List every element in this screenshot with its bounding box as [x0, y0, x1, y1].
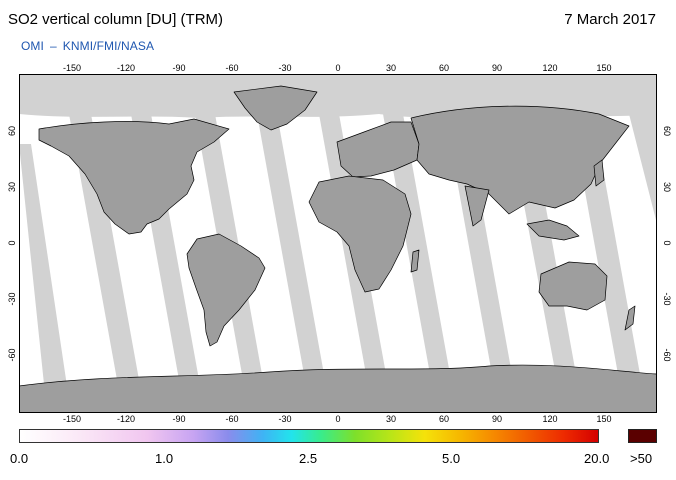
- map-date: 7 March 2017: [564, 11, 656, 28]
- swath-band: [69, 114, 145, 413]
- land-antarctica: [19, 364, 657, 413]
- lon-tick-top: -60: [225, 63, 239, 73]
- land-africa: [308, 175, 412, 293]
- swath-band: [383, 114, 457, 413]
- color-scale-label: 20.0: [584, 451, 610, 466]
- land-north-america: [38, 118, 230, 235]
- land-japan: [593, 159, 605, 187]
- land-maritime-asia: [526, 219, 580, 241]
- lat-tick-right: 60: [662, 125, 672, 136]
- land-indian-subcontinent: [464, 185, 490, 227]
- land-masses: [19, 85, 657, 413]
- color-scale-overflow-box: [628, 429, 657, 443]
- data-source-instrument: OMI: [21, 39, 44, 53]
- lon-tick-bottom: -60: [225, 414, 239, 424]
- lat-tick-right: -60: [662, 348, 672, 362]
- swath-band: [445, 114, 519, 413]
- lat-tick-left: -30: [7, 292, 17, 306]
- swath-band: [19, 144, 71, 413]
- so2-map: [19, 74, 657, 413]
- land-greenland: [233, 85, 318, 131]
- lon-tick-top: -30: [278, 63, 292, 73]
- lon-tick-top: -120: [116, 63, 136, 73]
- color-scale-bar: [19, 429, 599, 443]
- color-scale-label: 0.0: [10, 451, 29, 466]
- color-scale-overflow-label: >50: [630, 451, 653, 466]
- lon-tick-top: -150: [62, 63, 82, 73]
- swath-band: [629, 114, 657, 224]
- data-source: OMI – KNMI/FMI/NASA: [21, 39, 154, 53]
- swath-band: [257, 114, 331, 413]
- lon-tick-bottom: 90: [491, 414, 503, 424]
- lat-tick-right: 30: [662, 181, 672, 192]
- lat-tick-right: -30: [662, 292, 672, 306]
- land-madagascar: [410, 249, 420, 273]
- color-scale-label: 2.5: [299, 451, 318, 466]
- lon-tick-bottom: -30: [278, 414, 292, 424]
- land-south-america: [186, 233, 266, 347]
- lon-tick-top: 90: [491, 63, 503, 73]
- lon-tick-bottom: 120: [542, 414, 558, 424]
- lon-tick-top: 0: [335, 63, 341, 73]
- lat-tick-left: 0: [7, 240, 17, 246]
- lat-tick-left: 60: [7, 126, 17, 137]
- lon-tick-bottom: 0: [335, 414, 341, 424]
- lon-tick-top: 150: [596, 63, 612, 73]
- lon-tick-bottom: 30: [385, 414, 397, 424]
- land-asia: [410, 105, 630, 215]
- data-source-institutes: KNMI/FMI/NASA: [62, 39, 155, 53]
- lon-tick-top: 30: [385, 63, 397, 73]
- data-source-separator: –: [49, 39, 57, 53]
- color-scale-label: 5.0: [442, 451, 461, 466]
- land-australia: [538, 261, 608, 311]
- lon-tick-bottom: 150: [596, 414, 612, 424]
- color-scale-label: 1.0: [155, 451, 174, 466]
- lon-tick-bottom: -150: [62, 414, 82, 424]
- lat-tick-left: 30: [7, 182, 17, 193]
- lon-tick-top: 120: [542, 63, 558, 73]
- map-title: SO2 vertical column [DU] (TRM): [8, 11, 224, 28]
- lat-tick-right: 0: [662, 240, 672, 246]
- lon-tick-bottom: -90: [172, 414, 186, 424]
- lon-tick-bottom: -120: [116, 414, 136, 424]
- swath-band: [571, 114, 647, 413]
- lon-tick-top: 60: [438, 63, 450, 73]
- map-frame: [19, 74, 657, 413]
- lon-tick-bottom: 60: [438, 414, 450, 424]
- lat-tick-left: -60: [7, 348, 17, 362]
- land-new-zealand: [624, 305, 636, 331]
- lon-tick-top: -90: [172, 63, 186, 73]
